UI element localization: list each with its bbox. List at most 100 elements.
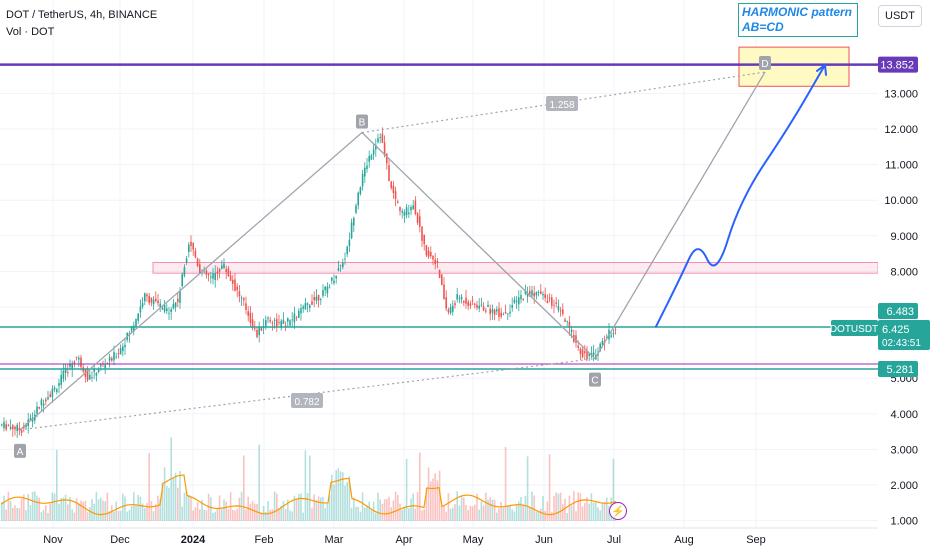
candle-body: [546, 300, 549, 304]
candle-body: [372, 149, 375, 155]
candle-body: [346, 246, 348, 255]
candle-body: [78, 357, 80, 360]
volume-bar: [194, 507, 197, 521]
candle-body: [427, 250, 430, 257]
candle-body: [445, 297, 447, 309]
volume-bar: [95, 491, 98, 521]
time-tick-label: Apr: [395, 534, 412, 546]
candle-body: [401, 210, 403, 213]
volume-bar: [566, 512, 568, 521]
candle-body: [271, 322, 274, 324]
ratio-label: 1.258: [549, 100, 574, 111]
volume-bar: [293, 495, 296, 521]
candle-body: [386, 153, 388, 164]
candle-body: [62, 370, 65, 379]
volume-bar: [304, 450, 307, 521]
volume-bar: [126, 511, 128, 521]
candle-body: [5, 424, 7, 430]
symbol-title[interactable]: DOT / TetherUS, 4h, BINANCE: [6, 9, 158, 21]
volume-bar: [579, 493, 582, 521]
price-tick-label: 11.000: [885, 160, 918, 172]
volume-bar: [427, 467, 430, 521]
volume-bar: [254, 503, 256, 521]
candle-body: [80, 357, 82, 368]
volume-bar: [106, 492, 109, 521]
volume-indicator-label[interactable]: Vol · DOT: [6, 26, 55, 38]
volume-bar: [544, 510, 546, 521]
volume-bar: [289, 510, 291, 521]
pattern-point-a: A: [17, 447, 24, 458]
volume-bar: [51, 492, 54, 521]
volume-bar: [265, 511, 267, 521]
volume-bar: [223, 499, 225, 521]
candle-body: [278, 322, 280, 323]
flash-icon[interactable]: ⚡: [609, 502, 627, 520]
candle-body: [172, 303, 175, 309]
candle-body: [7, 425, 10, 427]
volume-bar: [590, 493, 593, 521]
currency-button[interactable]: USDT: [878, 5, 922, 27]
candle-body: [302, 306, 304, 309]
volume-bar: [476, 493, 478, 521]
candle-body: [14, 426, 16, 430]
price-tick-label: 4.000: [890, 409, 918, 421]
volume-bar: [513, 511, 516, 521]
candle-body: [577, 345, 579, 348]
harmonic-annotation[interactable]: HARMONIC pattern AB=CD: [738, 3, 858, 37]
volume-bar: [284, 508, 287, 521]
volume-bar: [520, 496, 522, 521]
volume-bar: [467, 510, 469, 521]
candle-body: [434, 259, 436, 265]
volume-bar: [144, 508, 146, 521]
candle-body: [284, 325, 287, 327]
volume-bar: [331, 474, 333, 521]
candle-body: [476, 304, 478, 308]
zone-rect: [738, 46, 850, 87]
volume-bar: [166, 485, 168, 521]
volume-bar: [478, 509, 480, 521]
candle-body: [139, 306, 142, 313]
volume-bar: [31, 491, 34, 521]
volume-bar: [522, 504, 524, 521]
candle-body: [586, 350, 588, 359]
abcd-pattern: A B C D 1.258 0.782: [14, 56, 771, 458]
volume-bar: [599, 510, 601, 521]
volume-bar: [366, 505, 368, 521]
volume-bar: [597, 507, 599, 521]
volume-bar: [485, 492, 487, 521]
candle-body: [449, 306, 452, 314]
volume-bar: [326, 502, 329, 521]
candle-body: [436, 260, 439, 263]
volume-bar: [454, 504, 456, 521]
volume-bar: [562, 504, 564, 521]
volume-bar: [47, 512, 49, 521]
volume-bar: [322, 496, 324, 521]
candle-body: [104, 364, 106, 369]
candle-body: [379, 137, 381, 138]
candle-body: [254, 328, 256, 330]
candle-body: [397, 201, 399, 203]
volume-bar: [58, 503, 60, 521]
volume-bar: [592, 502, 595, 521]
volume-bar: [276, 493, 278, 521]
candle-body: [212, 273, 214, 279]
volume-bar: [159, 499, 161, 521]
candle-body: [269, 319, 271, 322]
volume-bar: [236, 508, 238, 521]
candle-body: [557, 306, 560, 311]
candle-body: [581, 349, 584, 358]
volume-bar: [339, 471, 342, 521]
volume-bar: [581, 506, 584, 521]
volume-bar: [526, 456, 529, 521]
candle-body: [95, 373, 98, 376]
volume-bar: [469, 505, 472, 521]
volume-bar: [364, 507, 366, 521]
candle-body: [504, 311, 507, 314]
volume-bar: [474, 504, 476, 521]
candle-body: [357, 192, 359, 206]
candle-body: [1, 424, 3, 426]
pattern-point-b: B: [359, 118, 366, 129]
candle-body: [500, 312, 502, 317]
